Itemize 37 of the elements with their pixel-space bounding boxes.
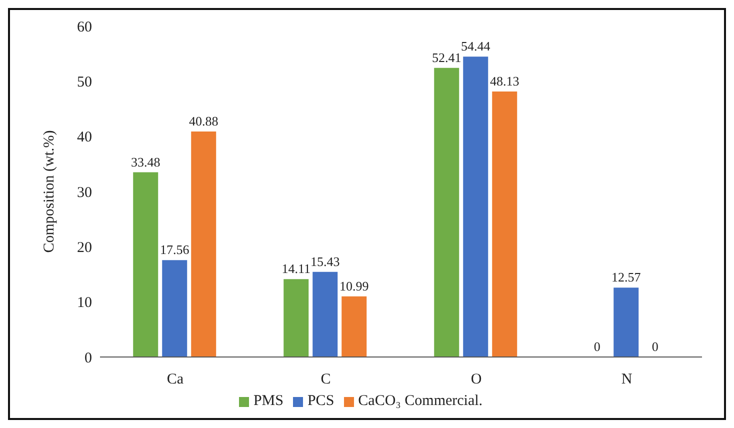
data-label: 10.99	[339, 278, 369, 294]
x-tick-label: C	[320, 372, 331, 388]
y-tick-label: 20	[77, 240, 92, 256]
data-label: 48.13	[490, 73, 520, 88]
data-label: 52.41	[432, 50, 462, 65]
data-label: 12.57	[611, 270, 642, 285]
y-tick-label: 10	[77, 295, 92, 312]
x-tick-label: Ca	[166, 372, 184, 388]
bar	[162, 260, 188, 357]
x-tick-label: N	[621, 372, 632, 388]
y-tick-label: 30	[77, 184, 92, 201]
y-tick-label: 0	[84, 350, 92, 366]
y-tick-label: 40	[77, 130, 92, 146]
data-label: 54.44	[460, 38, 491, 54]
legend-label: PMS	[253, 393, 284, 409]
data-label: 33.48	[130, 154, 160, 170]
data-label: 17.56	[160, 242, 190, 258]
legend-label: CaCO₃ Commercial.	[358, 393, 483, 409]
bar	[342, 296, 367, 357]
bar	[312, 272, 338, 357]
bar	[133, 172, 158, 357]
bar	[284, 279, 309, 357]
x-tick-label: O	[470, 372, 482, 388]
data-label: 40.88	[188, 113, 218, 128]
data-label: 15.43	[310, 254, 340, 269]
bar	[492, 91, 518, 357]
bar	[434, 68, 460, 357]
legend-label: PCS	[307, 393, 334, 409]
data-label: 0	[652, 338, 658, 354]
y-axis-title: Composition (wt.%)	[41, 130, 58, 253]
y-tick-label: 60	[77, 19, 92, 36]
bar	[191, 131, 216, 357]
y-tick-label: 50	[77, 74, 92, 90]
bar	[463, 56, 488, 357]
data-label: 0	[594, 338, 600, 354]
bar	[614, 288, 639, 357]
data-label: 14.11	[282, 261, 310, 276]
